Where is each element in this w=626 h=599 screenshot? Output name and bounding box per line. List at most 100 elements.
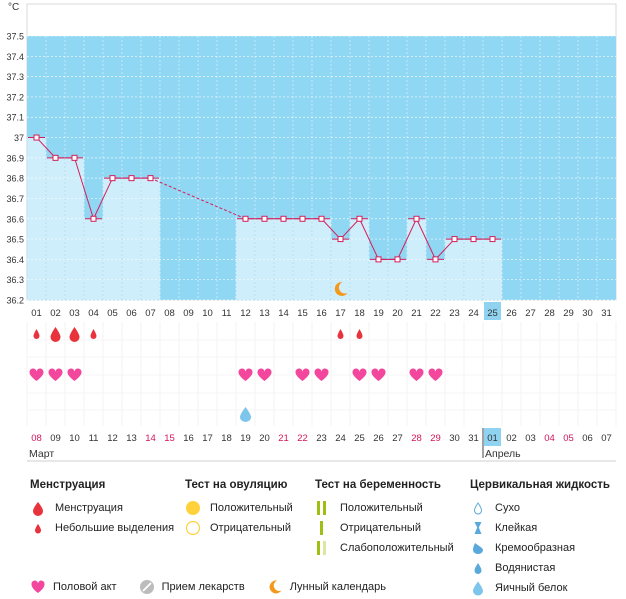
temperature-point (242, 215, 249, 222)
drop-small-icon (90, 329, 97, 339)
cycle-day-label: 07 (145, 308, 156, 319)
legend-item-lunar: Лунный календарь (267, 579, 386, 595)
temperature-bar (444, 238, 465, 301)
y-tick-label: 37.5 (6, 32, 24, 42)
date-label: 17 (202, 433, 213, 444)
heart-icon (295, 368, 310, 381)
heart-icon (238, 368, 253, 381)
sun-outline-icon (185, 520, 201, 536)
legend-item-label: Кремообразная (495, 542, 576, 554)
cycle-day-label: 15 (297, 308, 308, 319)
legend-pregnancy-title: Тест на беременность (315, 479, 441, 491)
legend-menstruation: Менструация Менструация Небольшие выделе… (30, 479, 174, 538)
y-tick-label: 37.1 (6, 113, 24, 123)
temperature-line (435, 238, 455, 260)
date-label: 06 (582, 433, 593, 444)
temperature-line (340, 218, 360, 240)
temperature-point (489, 236, 496, 243)
temperature-point (413, 215, 420, 222)
date-label: 20 (259, 433, 270, 444)
legend-item-label: Отрицательный (210, 522, 291, 534)
temperature-line (74, 157, 94, 219)
y-tick-label: 36.9 (6, 153, 24, 163)
cycle-day-label: 12 (240, 308, 251, 319)
temperature-point (147, 175, 154, 182)
y-tick-label: 37.3 (6, 72, 24, 82)
temperature-point (261, 215, 268, 222)
temperature-point (71, 154, 78, 161)
date-label: 09 (50, 433, 61, 444)
legend-item-label: Положительный (210, 502, 293, 514)
heart-icon (314, 368, 329, 381)
y-tick-label: 36.8 (6, 174, 24, 184)
drop-creamy-icon (470, 540, 486, 556)
date-label: 18 (221, 433, 232, 444)
date-label: 24 (335, 433, 346, 444)
y-tick-label: 36.2 (6, 296, 24, 306)
temperature-line (416, 218, 436, 260)
temperature-point (451, 236, 458, 243)
temperature-line-interpolated (150, 177, 246, 220)
temperature-line (321, 218, 341, 240)
date-label: 11 (89, 433, 99, 444)
weak-lines-icon (315, 540, 331, 556)
cycle-day-label: 02 (50, 308, 61, 319)
legend-item-dry: Сухо (470, 498, 610, 518)
current-day-highlight (484, 302, 501, 320)
date-label: 30 (449, 433, 460, 444)
cycle-day-label: 04 (88, 308, 99, 319)
cycle-day-label: 29 (563, 308, 574, 319)
drop-small-icon (337, 329, 344, 339)
temperature-point (356, 215, 363, 222)
temperature-point (375, 256, 382, 263)
month-label: Апрель (485, 448, 521, 460)
legend-item-pregnancy-positive: Положительный (315, 498, 454, 518)
cycle-day-label: 25 (487, 308, 498, 319)
y-tick-label: 36.4 (6, 255, 24, 265)
temperature-bar (463, 238, 484, 301)
legend-ovulation: Тест на овуляцию Положительный Отрицател… (185, 479, 293, 538)
legend-item-label: Положительный (340, 502, 423, 514)
date-label: 27 (392, 433, 403, 444)
y-tick-label: 37.4 (6, 52, 24, 62)
temperature-point (52, 154, 59, 161)
y-tick-label: 36.3 (6, 275, 24, 285)
cycle-day-label: 11 (222, 308, 232, 319)
legend-item-creamy: Кремообразная (470, 538, 610, 558)
drop-small-icon (356, 329, 363, 339)
heart-icon (48, 368, 63, 381)
cycle-day-label: 30 (582, 308, 593, 319)
temperature-line (93, 177, 113, 219)
date-label: 19 (240, 433, 251, 444)
date-label: 03 (525, 433, 536, 444)
temperature-line (36, 137, 56, 159)
cycle-day-label: 20 (392, 308, 403, 319)
temperature-point (299, 215, 306, 222)
heart-icon (30, 579, 46, 595)
drop-small-icon (33, 329, 40, 339)
cycle-day-label: 26 (506, 308, 517, 319)
temperature-point (337, 236, 344, 243)
hourglass-icon (470, 520, 486, 536)
legend-item-label: Небольшие выделения (55, 522, 175, 534)
heart-icon (371, 368, 386, 381)
cycle-day-label: 16 (316, 308, 327, 319)
moon-icon (334, 281, 348, 296)
cycle-day-label: 24 (468, 308, 479, 319)
cycle-day-label: 27 (525, 308, 536, 319)
date-label: 13 (126, 433, 137, 444)
current-date-highlight (484, 428, 501, 446)
two-lines-icon (315, 500, 331, 516)
cycle-day-label: 23 (449, 308, 460, 319)
date-label-weekend: 28 (411, 433, 422, 444)
temperature-point (33, 134, 40, 141)
date-label: 16 (183, 433, 194, 444)
cycle-day-label: 17 (335, 308, 346, 319)
temperature-bar (482, 238, 503, 301)
y-tick-label: 37.2 (6, 92, 24, 102)
date-label: 25 (354, 433, 365, 444)
legend-item-label: Слабоположительный (340, 542, 454, 554)
heart-icon (352, 368, 367, 381)
heart-icon (29, 368, 44, 381)
